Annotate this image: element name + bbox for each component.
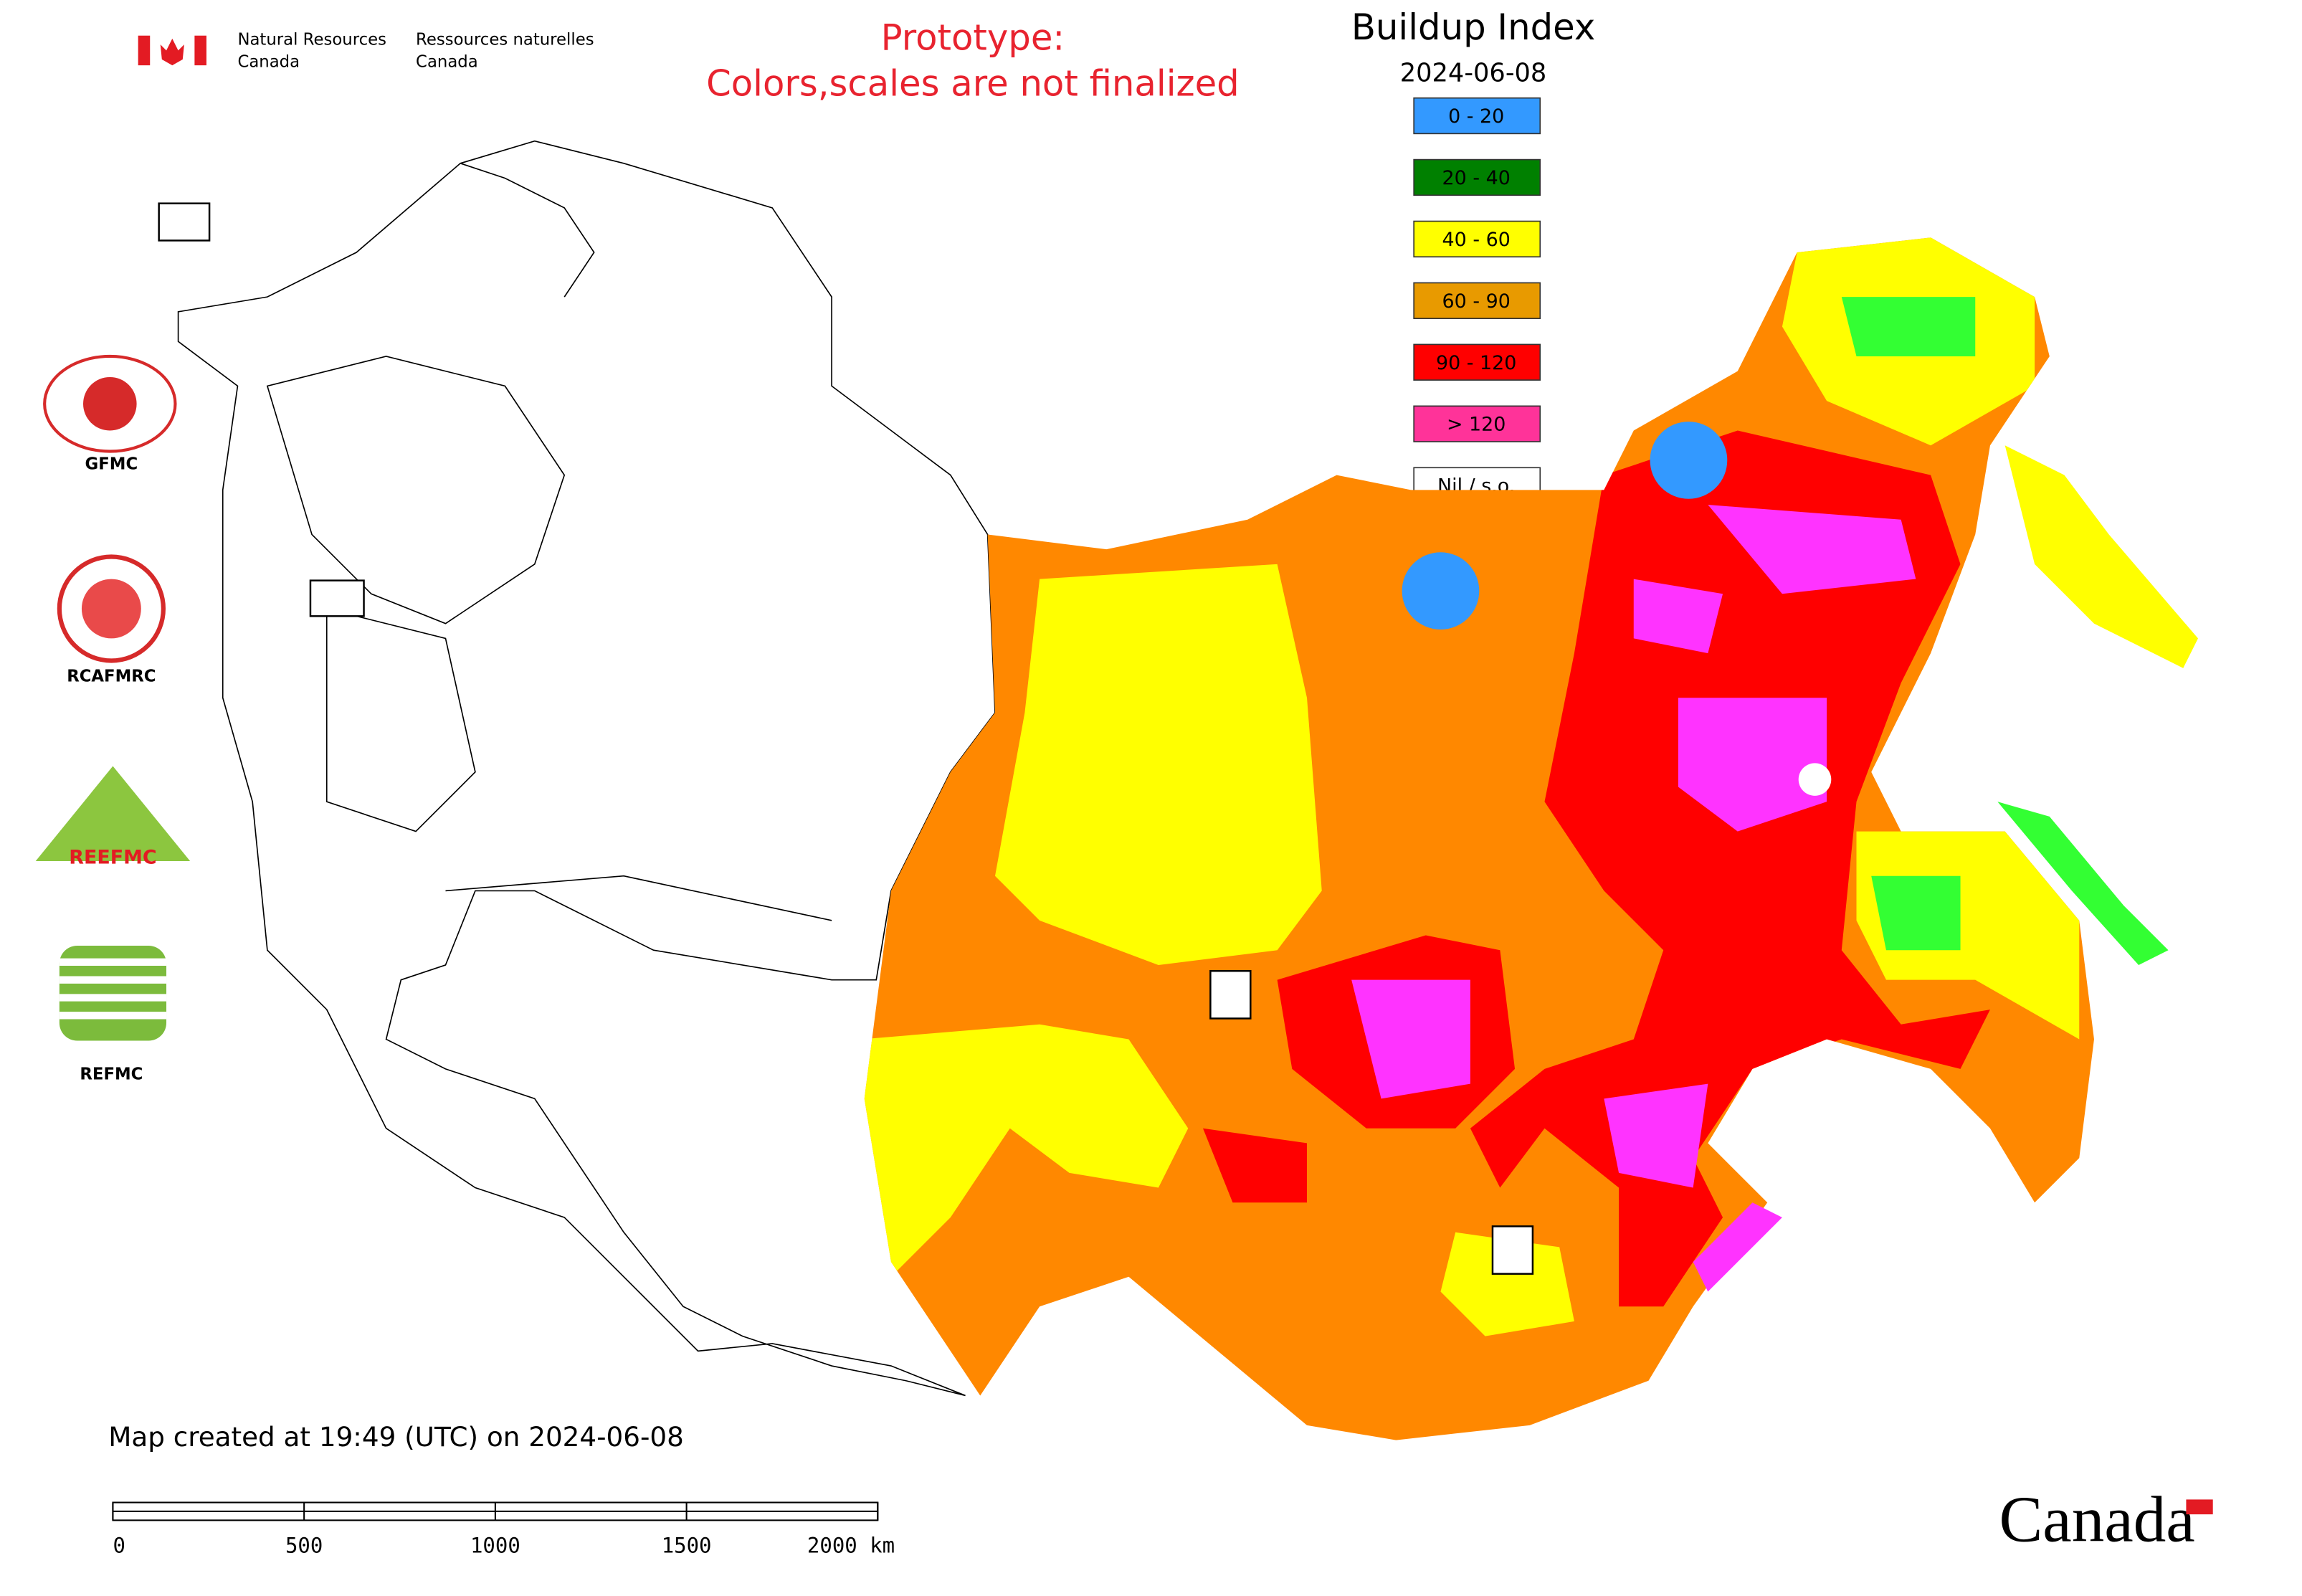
station-markers-part [158, 202, 211, 242]
legend-swatch [1413, 220, 1541, 258]
scale-label: 1500 [662, 1534, 712, 1558]
class-over-120 [1604, 1083, 1708, 1188]
agency-en: Natural Resources [237, 30, 386, 49]
class-over-120 [1351, 979, 1470, 1099]
scale-label: 2000 km [807, 1534, 895, 1558]
scale-bar [112, 1501, 879, 1521]
class-0-20 [1402, 552, 1480, 630]
class-over-120 [1633, 579, 1723, 654]
country-outlines-part [325, 607, 476, 832]
logo-label: REEFMC [69, 846, 156, 868]
legend-label: > 120 [1447, 414, 1506, 436]
legend-swatch [1413, 282, 1541, 319]
agency-signature: Natural Resources Canada Ressources natu… [138, 30, 594, 71]
agency-signature-part [138, 35, 151, 66]
legend: 0 - 20 20 - 40 40 - 60 60 - 90 90 - 120 > 120… [1413, 97, 1541, 504]
canada-wordmark: Canada [1999, 1483, 2194, 1556]
legend-swatch [1413, 405, 1541, 442]
wordmark-flag [2186, 1499, 2213, 1515]
legend-label: 60 - 90 [1442, 290, 1511, 313]
class-90-120 [1470, 430, 1990, 1307]
notice: Prototype: [881, 16, 1065, 58]
logos-part [83, 376, 137, 431]
class-over-120 [1678, 698, 1827, 832]
agency-en: Canada [237, 52, 300, 71]
country-outlines-part [445, 875, 832, 921]
logo-label: RCAFMRC [67, 668, 156, 686]
logos-part [81, 579, 141, 639]
class-over-120 [1693, 1202, 1782, 1292]
class-20-40 [1871, 875, 1961, 951]
country-outlines-part [266, 356, 566, 624]
map-date: 2024-06-08 [1400, 59, 1547, 88]
class-40-60 [864, 1024, 1189, 1277]
legend-label: 20 - 40 [1442, 167, 1511, 189]
class-40-60 [2004, 445, 2198, 668]
class-over-120 [1708, 505, 1916, 594]
scale-label: 1000 [470, 1534, 520, 1558]
legend-label: 40 - 60 [1442, 229, 1511, 251]
class-0-20 [1650, 422, 1728, 499]
scale-label: 500 [285, 1534, 323, 1558]
station-markers-part [309, 579, 365, 617]
legend-swatch [1413, 97, 1541, 135]
station-markers-part [1491, 1225, 1534, 1275]
station-markers [158, 202, 1534, 1275]
agency-fr: Canada [416, 52, 478, 71]
logos [35, 354, 191, 1041]
class-90-120 [1203, 1128, 1308, 1203]
agency-signature-part [194, 35, 206, 66]
logo-label: REFMC [80, 1065, 143, 1084]
creation-note: Map created at 19:49 (UTC) on 2024-06-08 [108, 1421, 684, 1453]
agency-fr: Ressources naturelles [416, 30, 594, 49]
index-surface [864, 237, 2094, 1440]
class-40-60 [994, 564, 1322, 965]
legend-label: 90 - 120 [1436, 352, 1516, 374]
notice: Colors,scales are not finalized [706, 63, 1240, 105]
legend-swatch [1413, 158, 1541, 196]
legend-label: 0 - 20 [1448, 105, 1504, 128]
station-markers-part [1209, 969, 1252, 1020]
nil [1798, 763, 1832, 796]
legend-swatch [1413, 343, 1541, 381]
country-outlines-part [177, 140, 996, 1397]
country-outlines-part [460, 162, 595, 298]
logo-label: GFMC [85, 455, 138, 474]
map-title: Buildup Index [1351, 6, 1595, 48]
logos-part [59, 958, 167, 1020]
class-40-60 [1440, 1232, 1574, 1336]
class-20-40 [1997, 802, 2169, 965]
agency-signature-part [160, 38, 184, 66]
scale-label: 0 [113, 1534, 125, 1558]
class-20-40 [1841, 297, 1976, 356]
logos-part [35, 766, 191, 862]
country-outlines [177, 140, 996, 1397]
